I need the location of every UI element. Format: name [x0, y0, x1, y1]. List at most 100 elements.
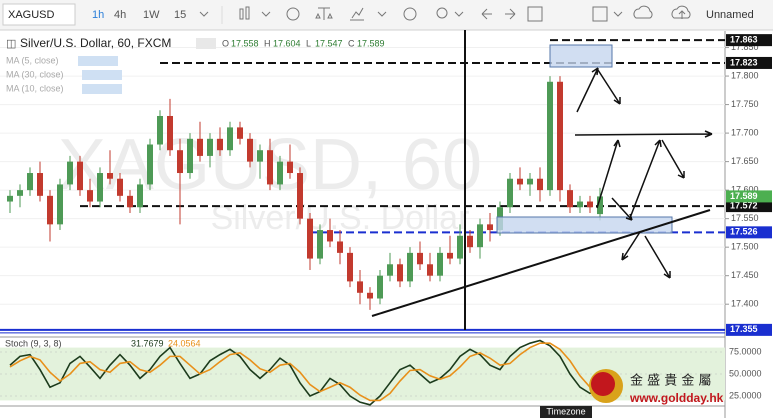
- stoch-line: [9, 342, 601, 402]
- candle-body: [127, 195, 133, 208]
- arrow: [621, 231, 641, 261]
- price-label: 17.526: [730, 227, 758, 237]
- indicator-label: MA (10, close): [6, 83, 64, 93]
- y-tick-label: 25.0000: [729, 390, 762, 400]
- candle-body: [597, 196, 603, 215]
- candle-body: [57, 184, 63, 225]
- candle-body: [527, 178, 533, 185]
- timezone[interactable]: Timezone: [546, 406, 585, 416]
- arrow: [597, 69, 621, 105]
- candle-body: [307, 218, 313, 259]
- stoch-d-value: 24.0564: [168, 338, 201, 348]
- candle-body: [17, 190, 23, 196]
- candle-body: [297, 173, 303, 219]
- candle-body: [97, 173, 103, 202]
- ohlc-value: 17.558: [231, 38, 259, 48]
- legend-icon[interactable]: ◫: [6, 38, 16, 50]
- y-tick-label: 17.600: [731, 185, 759, 195]
- candle-body: [407, 252, 413, 282]
- candle-body: [577, 201, 583, 208]
- candle-body: [117, 178, 123, 196]
- symbol[interactable]: XAGUSD: [8, 9, 55, 21]
- arrow: [576, 67, 599, 113]
- candle-body: [387, 264, 393, 276]
- zone-box: [549, 44, 613, 68]
- interval[interactable]: 1h: [92, 9, 104, 21]
- candle-body: [187, 138, 193, 174]
- candle-body: [207, 138, 213, 156]
- price-label: 17.823: [730, 57, 758, 67]
- candle-body: [437, 252, 443, 276]
- candle-body: [477, 224, 483, 248]
- candle-body: [77, 161, 83, 191]
- candle-body: [447, 252, 453, 259]
- candle-body: [317, 230, 323, 259]
- button[interactable]: [78, 56, 118, 66]
- candle-body: [327, 230, 333, 242]
- arrow: [574, 130, 713, 138]
- candle-body: [257, 150, 263, 162]
- candle-body: [237, 127, 243, 139]
- candle-body: [537, 178, 543, 191]
- price-label: 17.355: [730, 324, 758, 334]
- y-tick-label: 17.650: [731, 156, 759, 166]
- candle-body: [217, 138, 223, 151]
- candle-body: [167, 115, 173, 151]
- candle-body: [107, 173, 113, 179]
- stoch-k-value: 31.7679: [131, 338, 164, 348]
- price-label-box: [726, 323, 772, 336]
- candle-body: [347, 252, 353, 282]
- symbol-box[interactable]: [2, 3, 76, 26]
- button[interactable]: [82, 70, 122, 80]
- ohlc-value: 17.589: [357, 38, 385, 48]
- interval[interactable]: 4h: [114, 9, 126, 21]
- candle-body: [47, 195, 53, 225]
- stoch-label: Stoch (9, 3, 8): [5, 338, 62, 348]
- ohlc-label: O: [222, 38, 229, 48]
- candle-body: [487, 224, 493, 231]
- arrow: [661, 139, 685, 179]
- y-tick-label: 17.800: [731, 70, 759, 80]
- y-tick-label: 17.400: [731, 299, 759, 309]
- layout-name[interactable]: Unnamed: [706, 9, 754, 21]
- legend-buttons[interactable]: [196, 38, 216, 49]
- candle-body: [137, 184, 143, 208]
- price-label: 17.863: [730, 35, 758, 45]
- price-label-box: [726, 34, 772, 47]
- candle-body: [277, 161, 283, 185]
- arrow: [629, 139, 662, 219]
- chart-title: Silver/U.S. Dollar, 60, FXCM: [20, 36, 171, 50]
- candle-body: [227, 127, 233, 151]
- logo-core: [591, 372, 615, 396]
- candle-body: [287, 161, 293, 174]
- last-price: 17.589: [730, 191, 758, 201]
- candle-body: [67, 161, 73, 185]
- zone-box: [496, 216, 673, 234]
- interval[interactable]: 1W: [143, 9, 160, 21]
- logo-name: 金 盛 貴 金 屬: [630, 373, 712, 389]
- interval[interactable]: 15: [174, 9, 186, 21]
- price-label-box: [726, 226, 772, 239]
- candle-body: [247, 138, 253, 162]
- indicator-label: MA (5, close): [6, 55, 59, 65]
- button[interactable]: [82, 84, 122, 94]
- candle-body: [547, 81, 553, 191]
- stoch-line: [9, 339, 601, 406]
- y-tick-label: 75.0000: [729, 346, 762, 356]
- ohlc-label: H: [264, 38, 271, 48]
- toolbar-icons[interactable]: [199, 5, 691, 24]
- arrow: [644, 235, 671, 279]
- toolbar: [0, 0, 773, 30]
- last-price-box: [726, 190, 772, 203]
- candle-body: [397, 264, 403, 282]
- candle-body: [377, 275, 383, 299]
- candle-body: [357, 281, 363, 293]
- y-tick-label: 17.500: [731, 242, 759, 252]
- candle-body: [27, 173, 33, 191]
- ohlc-label: C: [348, 38, 355, 48]
- timezone-box[interactable]: [540, 406, 592, 418]
- candle-body: [507, 178, 513, 208]
- price-label: 17.572: [730, 200, 758, 210]
- indicator-buttons[interactable]: [78, 56, 122, 94]
